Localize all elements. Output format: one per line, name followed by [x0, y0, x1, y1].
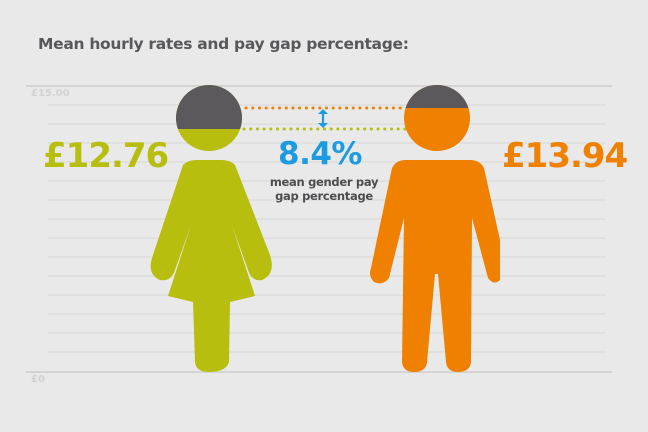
gridlines	[26, 85, 612, 373]
pay-gap-value: 8.4%	[278, 136, 362, 172]
double-arrow-icon	[318, 109, 328, 128]
female-rate-value: £12.76	[43, 136, 169, 176]
y-axis-top-label: £15.00	[31, 88, 70, 99]
male-rate-value: £13.94	[502, 136, 628, 176]
pay-gap-caption-line1: mean gender pay	[269, 175, 379, 189]
male-head-icon	[404, 85, 470, 151]
y-axis-bottom-label: £0	[31, 374, 45, 385]
male-figure-icon	[370, 160, 500, 372]
chart-title: Mean hourly rates and pay gap percentage…	[38, 35, 409, 53]
female-head-icon	[176, 85, 242, 151]
female-figure-icon	[150, 160, 272, 372]
pay-gap-caption-line2: gap percentage	[275, 189, 373, 203]
pay-gap-caption: mean gender pay gap percentage	[262, 175, 386, 203]
